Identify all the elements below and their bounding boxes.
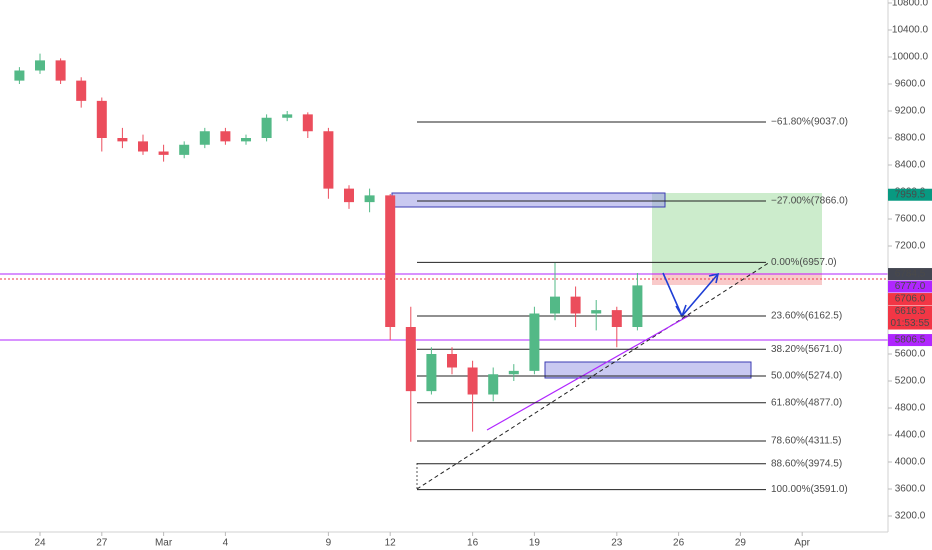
profit-zone (652, 193, 822, 273)
x-tick-label: 19 (529, 538, 541, 549)
badge-bg (888, 305, 932, 330)
candle-body (282, 114, 293, 118)
badge-bg (888, 268, 932, 281)
y-tick-label: 4800.0 (895, 403, 926, 414)
candle-body (138, 141, 148, 152)
candle-body (591, 310, 602, 314)
y-tick-label: 3200.0 (895, 511, 926, 522)
candle-body (405, 327, 416, 392)
y-tick-label: 10400.0 (892, 25, 929, 36)
candle-body (241, 138, 251, 142)
candle-body (35, 60, 45, 71)
candle-body (447, 354, 457, 368)
candle-body (488, 374, 499, 395)
price-badge: 5806.5 (888, 334, 932, 347)
price-badge: 7959.5 (888, 188, 932, 201)
trend-line (486, 314, 691, 431)
candle-body (55, 60, 66, 81)
fib-label: 23.60%(6162.5) (771, 311, 842, 322)
candle-body (508, 370, 519, 375)
candle-body (611, 310, 622, 327)
fib-label: 38.20%(5671.0) (771, 344, 842, 355)
badge-bg (888, 293, 932, 306)
x-tick-label: 4 (223, 538, 229, 549)
fib-label: −61.80%(9037.0) (771, 117, 848, 128)
candle-body (323, 131, 334, 189)
y-tick-label: 10800.0 (892, 0, 929, 9)
x-tick-label: 12 (385, 538, 397, 549)
x-tick-label: 27 (96, 538, 108, 549)
fib-label: 78.60%(4311.5) (771, 436, 841, 447)
y-tick-label: 10000.0 (892, 52, 929, 63)
y-tick-label: 5200.0 (895, 376, 926, 387)
candle-body (220, 131, 231, 142)
badge-label: 7959.5 (895, 189, 926, 200)
candle-body (261, 117, 272, 138)
candle-body (158, 151, 169, 155)
y-tick-label: 4000.0 (895, 457, 926, 468)
candle-body (570, 296, 581, 314)
badge-label: 5806.5 (895, 335, 926, 346)
candle-body (426, 354, 437, 392)
price-badge: 6777.0 (888, 280, 932, 293)
badge-label: 6616.5 (895, 306, 926, 317)
badge-bg (888, 334, 932, 347)
fib-label: 61.80%(4877.0) (771, 397, 842, 408)
candle-body (344, 188, 354, 203)
fib-label: 50.00%(5274.0) (771, 371, 842, 382)
candle-body (179, 144, 190, 155)
badge-timer: 01:53:55 (891, 318, 930, 329)
candle-body (302, 114, 313, 132)
price-badge: 6706.0 (888, 293, 932, 306)
badge-label: 6784.5 (895, 269, 926, 280)
badge-label: 6777.0 (895, 281, 926, 292)
x-tick-label: 24 (34, 538, 46, 549)
x-tick-label: 9 (326, 538, 332, 549)
candle-body (117, 138, 128, 142)
x-tick-label: 16 (467, 538, 479, 549)
candle-body (14, 70, 25, 81)
candle-body (550, 296, 560, 314)
y-tick-label: 9200.0 (895, 106, 926, 117)
y-tick-label: 5600.0 (895, 349, 926, 360)
price-badge: 6784.5 (888, 268, 932, 281)
x-tick-label: 23 (611, 538, 623, 549)
candle-body (385, 195, 396, 327)
fib-label: 0.00%(6957.0) (771, 257, 837, 268)
candle-body (199, 131, 210, 145)
y-tick-label: 4400.0 (895, 430, 926, 441)
y-tick-label: 3600.0 (895, 484, 926, 495)
candle-body (96, 100, 107, 138)
badge-bg (888, 188, 932, 201)
y-tick-label: 7600.0 (895, 214, 926, 225)
y-tick-label: 7200.0 (895, 241, 926, 252)
candle-body (364, 195, 375, 203)
y-tick-label: 9600.0 (895, 79, 926, 90)
x-tick-label: Apr (794, 538, 810, 549)
price-badge: 6616.501:53:55 (888, 305, 932, 330)
x-tick-label: 29 (735, 538, 747, 549)
candle-body (529, 313, 540, 371)
y-tick-label: 8400.0 (895, 160, 926, 171)
supply-box (391, 192, 666, 208)
candle-body (76, 80, 87, 101)
fib-label: −27.00%(7866.0) (771, 196, 848, 207)
candle-body (467, 367, 478, 395)
badge-label: 6706.0 (895, 294, 926, 305)
candle-body (632, 285, 643, 327)
y-tick-label: 8800.0 (895, 133, 926, 144)
x-tick-label: 26 (673, 538, 685, 549)
badge-bg (888, 280, 932, 293)
fib-label: 88.60%(3974.5) (771, 458, 842, 469)
x-tick-label: Mar (155, 538, 173, 549)
fib-label: 100.00%(3591.0) (771, 484, 848, 495)
